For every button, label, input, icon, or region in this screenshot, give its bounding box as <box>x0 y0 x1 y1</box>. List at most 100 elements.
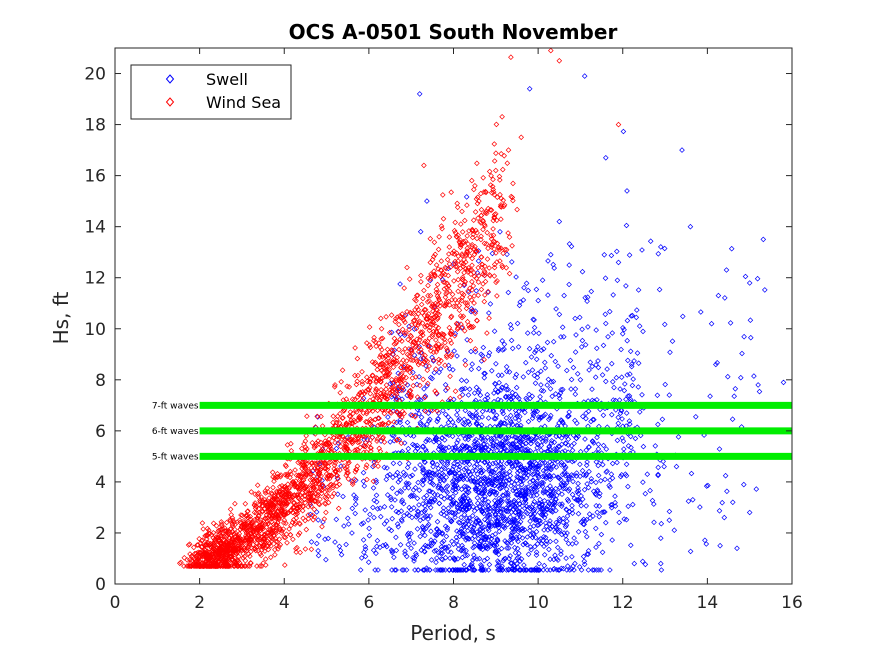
wind-sea-point <box>396 329 402 335</box>
swell-point <box>542 489 549 495</box>
wind-sea-point <box>359 378 365 385</box>
swell-point <box>384 518 390 524</box>
wind-sea-point <box>315 470 322 477</box>
swell-point <box>480 489 487 496</box>
wind-sea-point <box>213 523 220 529</box>
swell-point <box>468 478 474 484</box>
wind-sea-point <box>475 264 481 271</box>
wind-sea-point <box>425 292 431 299</box>
swell-point <box>386 526 392 532</box>
wind-sea-point <box>288 440 294 447</box>
swell-point <box>584 551 590 557</box>
swell-point <box>458 514 464 521</box>
wind-sea-point <box>245 563 251 569</box>
wind-sea-point <box>478 212 484 219</box>
wind-sea-point <box>323 495 330 502</box>
wind-sea-point <box>227 516 233 523</box>
wind-sea-point <box>452 219 458 226</box>
swell-point <box>493 412 500 419</box>
wind-sea-point <box>206 527 212 534</box>
wind-sea-point <box>325 446 332 453</box>
swell-point <box>502 439 509 446</box>
swell-point <box>504 492 511 498</box>
swell-point <box>427 479 433 485</box>
swell-point <box>697 504 703 510</box>
swell-point <box>495 458 502 465</box>
wind-sea-point <box>440 279 447 285</box>
wind-sea-point <box>449 250 456 256</box>
swell-point <box>521 562 527 568</box>
swell-point <box>482 496 488 503</box>
wind-sea-point <box>215 535 222 541</box>
wind-sea-point <box>284 471 290 478</box>
wind-sea-point <box>224 539 230 546</box>
swell-point <box>408 412 414 418</box>
wind-sea-point <box>181 563 187 569</box>
swell-point <box>395 479 402 485</box>
swell-point <box>540 388 547 394</box>
swell-point <box>551 502 558 508</box>
swell-point <box>411 442 418 449</box>
wind-sea-point <box>397 371 404 378</box>
swell-point <box>566 413 572 419</box>
wind-sea-point <box>313 480 320 487</box>
swell-point <box>507 553 513 559</box>
swell-point <box>527 518 533 524</box>
swell-point <box>541 527 547 533</box>
wind-sea-point <box>223 557 230 564</box>
wind-sea-point <box>258 552 264 559</box>
wind-sea-point <box>367 379 373 386</box>
swell-point <box>548 251 554 258</box>
wind-sea-point <box>330 419 336 426</box>
swell-point <box>600 461 606 468</box>
swell-point <box>491 482 498 489</box>
swell-point <box>559 324 566 330</box>
swell-point <box>549 523 556 530</box>
wind-sea-point <box>243 525 249 532</box>
swell-point <box>537 414 544 421</box>
swell-point <box>553 538 559 545</box>
swell-point <box>417 228 424 235</box>
wind-sea-point <box>261 541 267 548</box>
swell-point <box>453 534 460 541</box>
wind-sea-point <box>288 471 294 477</box>
wind-sea-point <box>274 488 280 495</box>
swell-point <box>496 559 502 566</box>
swell-point <box>530 410 536 417</box>
wind-sea-point <box>274 471 281 477</box>
wind-sea-point <box>343 444 349 451</box>
wind-sea-point <box>480 175 486 181</box>
wind-sea-point <box>347 437 354 443</box>
swell-point <box>593 479 599 486</box>
swell-point <box>455 546 462 552</box>
swell-point <box>572 386 579 392</box>
wind-sea-point <box>501 202 508 208</box>
wind-sea-point <box>426 298 432 304</box>
wind-sea-point <box>464 302 471 309</box>
swell-point <box>626 252 633 258</box>
wind-sea-point <box>470 283 477 289</box>
swell-point <box>427 488 433 494</box>
wind-sea-point <box>482 292 488 298</box>
swell-point <box>644 471 651 477</box>
swell-point <box>391 554 397 561</box>
wind-sea-point <box>491 246 497 252</box>
swell-point <box>531 511 538 517</box>
swell-point <box>509 421 516 428</box>
swell-point <box>459 459 465 465</box>
swell-point <box>557 484 563 491</box>
swell-point <box>531 324 538 331</box>
wind-sea-point <box>401 285 407 291</box>
wind-sea-point <box>293 511 299 518</box>
wind-sea-point <box>343 421 350 427</box>
swell-point <box>512 549 519 556</box>
swell-point <box>424 513 431 519</box>
swell-point <box>497 485 503 492</box>
swell-point <box>623 472 630 479</box>
wind-sea-point <box>339 367 346 373</box>
swell-point <box>473 441 479 447</box>
swell-point <box>485 289 491 295</box>
swell-point <box>526 86 533 92</box>
wind-sea-point <box>417 334 424 340</box>
wind-sea-point <box>434 281 441 288</box>
